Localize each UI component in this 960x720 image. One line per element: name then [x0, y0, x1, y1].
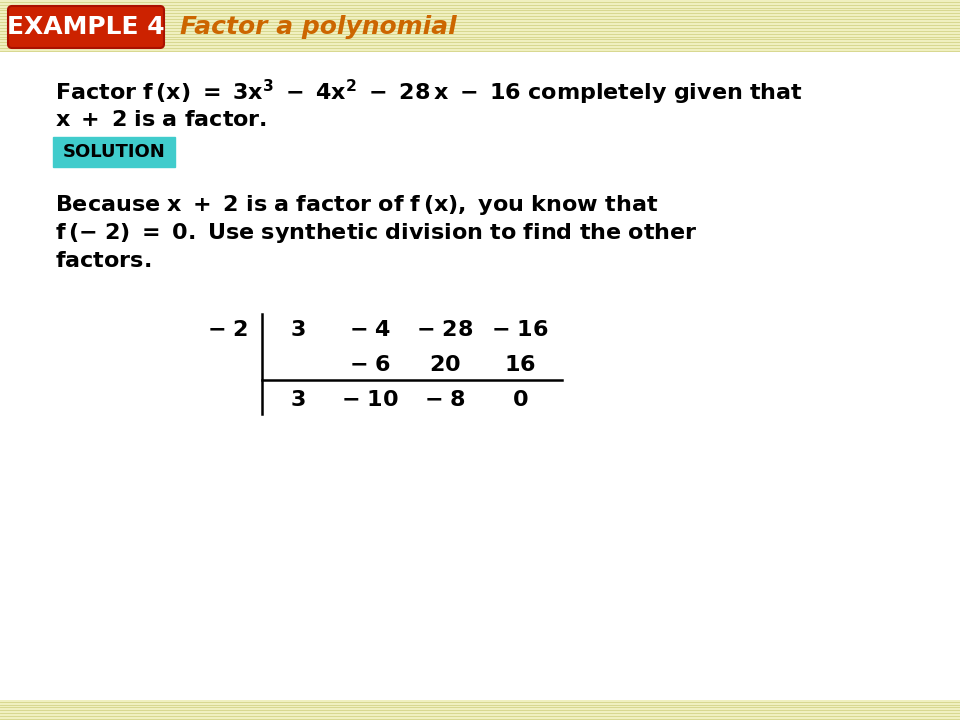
FancyBboxPatch shape: [0, 700, 960, 720]
Text: $\mathbf{16}$: $\mathbf{16}$: [504, 355, 536, 375]
Text: $\mathbf{-\ 2}$: $\mathbf{-\ 2}$: [206, 320, 248, 340]
Text: $\mathbf{3}$: $\mathbf{3}$: [290, 390, 306, 410]
Text: SOLUTION: SOLUTION: [62, 143, 165, 161]
Text: $\mathbf{-\ 8}$: $\mathbf{-\ 8}$: [424, 390, 466, 410]
FancyBboxPatch shape: [0, 52, 960, 700]
Text: $\mathit{\mathbf{x}}\mathbf{\ +\ 2\ is\ a\ factor.}$: $\mathit{\mathbf{x}}\mathbf{\ +\ 2\ is\ …: [55, 110, 267, 130]
Text: $\mathbf{-\ 6}$: $\mathbf{-\ 6}$: [348, 355, 391, 375]
FancyBboxPatch shape: [8, 6, 164, 48]
Text: $\mathbf{-\ 16}$: $\mathbf{-\ 16}$: [492, 320, 549, 340]
Text: $\mathit{\mathbf{f}}\,\mathbf{(-\ 2)\ =\ 0.\ Use\ synthetic\ division\ to\ find\: $\mathit{\mathbf{f}}\,\mathbf{(-\ 2)\ =\…: [55, 221, 698, 245]
Text: $\mathbf{Because}\ \mathit{\mathbf{x}}\mathbf{\ +\ 2\ is\ a\ factor\ of\ }\mathi: $\mathbf{Because}\ \mathit{\mathbf{x}}\m…: [55, 193, 659, 217]
FancyBboxPatch shape: [53, 137, 175, 167]
Text: $\mathbf{3}$: $\mathbf{3}$: [290, 320, 306, 340]
Text: $\mathbf{20}$: $\mathbf{20}$: [429, 355, 461, 375]
Text: $\mathbf{Factor}\ \mathit{\mathbf{f}}\,\mathbf{(}\mathit{\mathbf{x}}\mathbf{)\ =: $\mathbf{Factor}\ \mathit{\mathbf{f}}\,\…: [55, 77, 803, 107]
Text: $\mathbf{-\ 4}$: $\mathbf{-\ 4}$: [348, 320, 391, 340]
Text: EXAMPLE 4: EXAMPLE 4: [7, 15, 165, 39]
Text: $\mathbf{0}$: $\mathbf{0}$: [512, 390, 528, 410]
Text: $\mathbf{-\ 28}$: $\mathbf{-\ 28}$: [417, 320, 473, 340]
Text: Factor a polynomial: Factor a polynomial: [180, 15, 457, 39]
Text: $\mathbf{-\ 10}$: $\mathbf{-\ 10}$: [341, 390, 399, 410]
Text: $\mathbf{factors.}$: $\mathbf{factors.}$: [55, 251, 151, 271]
FancyBboxPatch shape: [0, 0, 960, 52]
